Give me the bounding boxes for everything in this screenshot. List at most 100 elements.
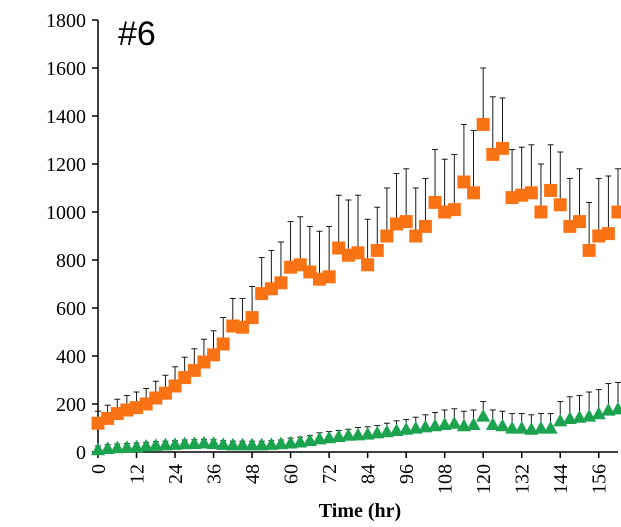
data-point-triangle [456, 418, 471, 432]
x-tick-label: 60 [281, 464, 303, 484]
data-point-square [380, 229, 394, 243]
data-point-triangle [428, 418, 443, 432]
data-point-square [572, 215, 586, 229]
data-point-triangle [245, 437, 260, 451]
data-point-square [447, 203, 461, 217]
data-point-triangle [495, 418, 510, 432]
data-point-triangle [447, 416, 462, 429]
x-tick-label: 0 [88, 464, 110, 474]
data-point-square [274, 276, 288, 290]
data-point-triangle [399, 422, 414, 435]
x-tick-label: 48 [242, 464, 264, 484]
y-tick-label: 1000 [46, 202, 86, 224]
data-point-triangle [283, 435, 298, 449]
data-point-triangle [351, 427, 365, 441]
data-point-triangle [168, 437, 183, 450]
x-tick-label: 72 [319, 464, 341, 484]
data-point-square [476, 117, 490, 131]
y-tick-label: 0 [76, 442, 86, 464]
y-tick-label: 400 [56, 346, 86, 368]
data-point-square [553, 198, 567, 212]
data-point-square [361, 258, 375, 272]
data-point-square [534, 205, 548, 219]
data-point-triangle [225, 437, 240, 451]
data-point-triangle [177, 436, 192, 450]
data-point-triangle [264, 437, 279, 450]
y-tick-label: 1200 [46, 154, 86, 176]
data-point-triangle [379, 424, 394, 438]
data-point-square [582, 243, 596, 257]
data-point-square [601, 227, 615, 241]
data-point-triangle [254, 437, 269, 451]
data-point-triangle [91, 442, 105, 456]
data-point-triangle [370, 425, 385, 439]
panel-label: #6 [118, 15, 156, 53]
data-point-square [207, 348, 221, 362]
data-markers [91, 117, 621, 456]
data-point-triangle [148, 438, 163, 451]
x-tick-label: 120 [473, 464, 495, 494]
data-point-triangle [139, 439, 154, 452]
data-point-triangle [591, 406, 606, 420]
data-point-triangle [360, 427, 375, 440]
data-point-square [544, 183, 558, 197]
data-point-square [611, 205, 621, 219]
axes: 0 200 400 600 800 1000 1200 1400 1600 1800 0 12 24 36… [46, 10, 618, 494]
data-point-triangle [408, 421, 423, 434]
data-point-triangle [533, 421, 548, 434]
data-point-triangle [312, 431, 327, 445]
data-point-square [418, 219, 432, 233]
data-point-triangle [196, 435, 211, 449]
y-tick-label: 1800 [46, 10, 86, 32]
y-tick-label: 200 [56, 394, 86, 416]
data-point-triangle [437, 417, 452, 430]
data-point-triangle [543, 421, 558, 434]
x-tick-label: 144 [550, 464, 572, 494]
x-axis-title: Time (hr) [319, 500, 401, 522]
x-tick-label: 12 [127, 464, 149, 484]
data-point-square [322, 270, 336, 284]
data-point-square [351, 246, 365, 260]
data-point-square [457, 175, 471, 189]
data-point-triangle [273, 436, 288, 450]
data-point-triangle [216, 437, 231, 450]
data-point-triangle [466, 417, 481, 430]
data-point-square [524, 186, 538, 200]
data-point-triangle [158, 437, 173, 451]
data-point-square [399, 215, 413, 229]
data-point-triangle [331, 429, 346, 442]
data-point-square [370, 243, 384, 257]
data-point-triangle [293, 434, 308, 448]
data-point-triangle [476, 409, 491, 422]
data-point-triangle [611, 401, 621, 415]
data-point-square [467, 186, 481, 200]
x-tick-label: 96 [396, 464, 418, 484]
data-point-triangle [505, 421, 520, 434]
y-tick-label: 1400 [46, 106, 86, 128]
data-point-triangle [206, 436, 221, 449]
x-tick-label: 132 [512, 464, 534, 494]
y-tick-label: 800 [56, 250, 86, 272]
data-point-square [216, 337, 230, 351]
data-point-triangle [524, 422, 539, 435]
data-point-triangle [572, 410, 587, 423]
x-tick-label: 108 [435, 464, 457, 494]
data-point-triangle [129, 439, 144, 453]
data-point-triangle [187, 436, 202, 449]
data-point-triangle [601, 403, 616, 416]
x-tick-label: 36 [204, 464, 226, 484]
data-point-triangle [389, 423, 404, 436]
x-tick-label: 24 [165, 464, 187, 484]
data-point-triangle [341, 428, 356, 441]
data-point-triangle [100, 441, 115, 454]
x-tick-label: 156 [589, 464, 611, 494]
data-point-triangle [485, 417, 500, 430]
x-tick-label: 84 [358, 464, 380, 484]
data-point-triangle [418, 419, 433, 433]
data-point-square [245, 311, 259, 325]
data-point-square [495, 141, 509, 155]
y-tick-label: 1600 [46, 58, 86, 80]
data-point-triangle [514, 421, 529, 434]
y-tick-label: 600 [56, 298, 86, 320]
